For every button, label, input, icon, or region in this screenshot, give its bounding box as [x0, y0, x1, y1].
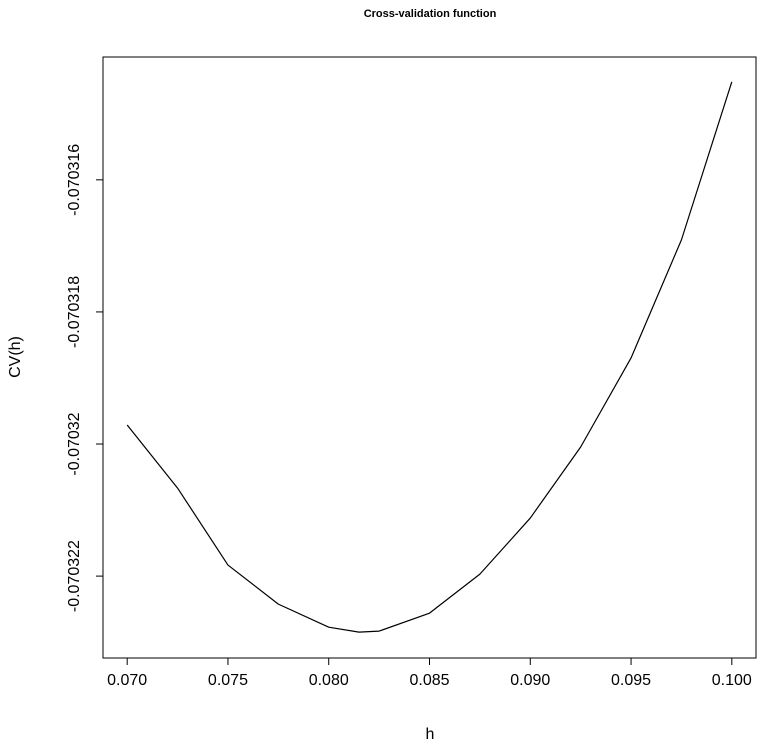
- chart-title: Cross-validation function: [364, 8, 497, 20]
- x-tick-label: 0.100: [712, 672, 752, 689]
- y-axis-label: CV(h): [7, 336, 24, 378]
- x-tick-label: 0.095: [611, 672, 651, 689]
- y-tick-label: -0.070318: [66, 276, 83, 348]
- y-tick-label: -0.070322: [66, 540, 83, 612]
- x-tick-label: 0.075: [208, 672, 248, 689]
- x-tick-label: 0.080: [309, 672, 349, 689]
- y-tick-label: -0.07032: [66, 412, 83, 475]
- line: [126, 81, 733, 633]
- x-tick-label: 0.070: [107, 672, 147, 689]
- y-tick-label: -0.070316: [66, 144, 83, 216]
- x-axis-label: h: [426, 726, 435, 743]
- x-tick-label: 0.090: [510, 672, 550, 689]
- x-tick-label: 0.085: [409, 672, 449, 689]
